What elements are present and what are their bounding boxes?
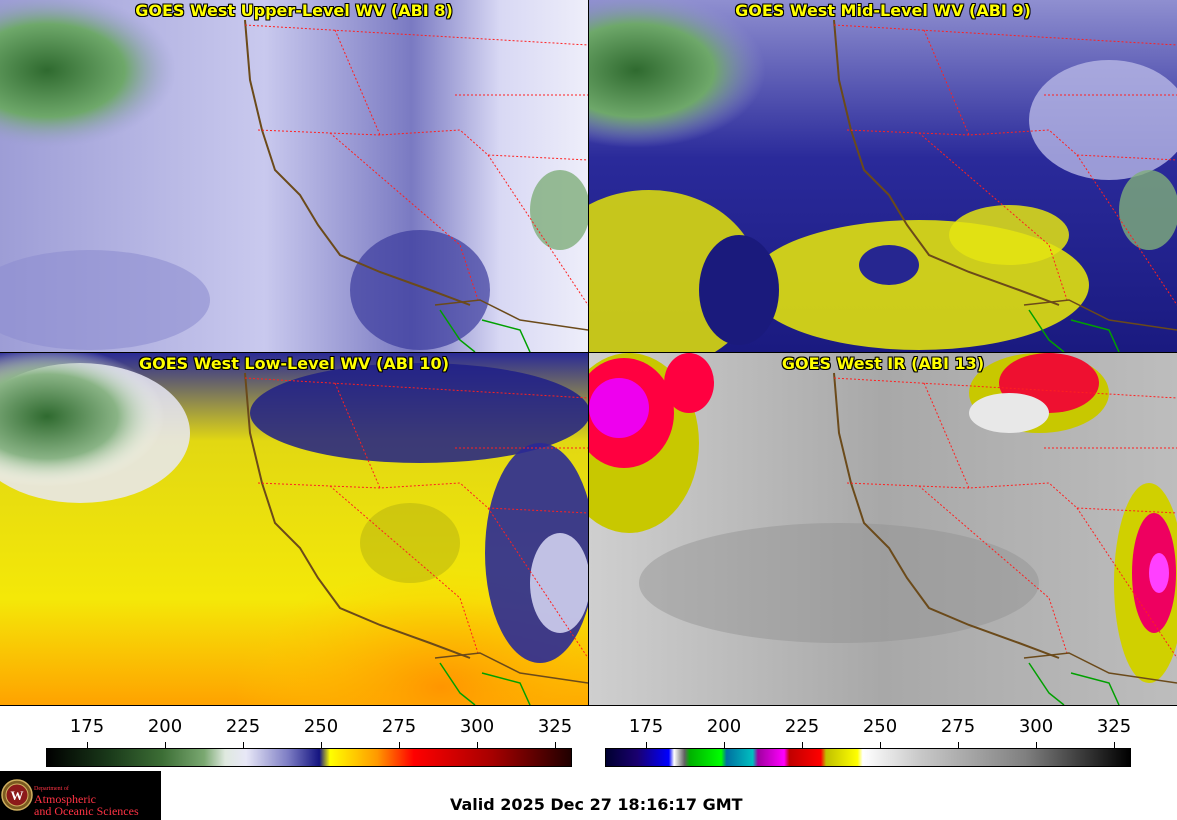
panel-upper-level-wv: GOES West Upper-Level WV (ABI 8): [0, 0, 588, 352]
mid-level-wv-image: [589, 0, 1177, 352]
valid-timestamp: Valid 2025 Dec 27 18:16:17 GMT: [450, 795, 743, 814]
tick-mark: [1114, 742, 1115, 749]
wv-colorbar: [46, 748, 572, 767]
tick-mark: [165, 742, 166, 749]
tick-mark: [87, 742, 88, 749]
panel-title: GOES West IR (ABI 13): [781, 354, 985, 373]
panel-title: GOES West Mid-Level WV (ABI 9): [735, 1, 1031, 20]
tick-label: 275: [381, 716, 417, 737]
tick-mark: [555, 742, 556, 749]
panel-title: GOES West Low-Level WV (ABI 10): [138, 354, 449, 373]
panel-low-level-wv: GOES West Low-Level WV (ABI 10): [0, 353, 588, 705]
tick-mark: [321, 742, 322, 749]
panel-infrared: GOES West IR (ABI 13): [589, 353, 1177, 705]
logo-department-label: Department of: [34, 786, 69, 792]
tick-label: 300: [1018, 716, 1054, 737]
logo-oceanic-label: and Oceanic Sciences: [34, 804, 139, 818]
tick-label: 175: [628, 716, 664, 737]
upper-level-wv-image: [0, 0, 588, 352]
panel-divider-horizontal: [0, 352, 1177, 353]
tick-mark: [802, 742, 803, 749]
tick-label: 325: [537, 716, 573, 737]
tick-label: 175: [69, 716, 105, 737]
tick-label: 200: [147, 716, 183, 737]
panel-bottom-border: [0, 705, 1177, 706]
ir-colorbar: [605, 748, 1131, 767]
low-level-wv-image: [0, 353, 588, 705]
tick-label: 300: [459, 716, 495, 737]
tick-label: 275: [940, 716, 976, 737]
panel-title: GOES West Upper-Level WV (ABI 8): [135, 1, 453, 20]
tick-label: 225: [784, 716, 820, 737]
logo-atmospheric-label: Atmospheric: [34, 792, 96, 806]
tick-mark: [243, 742, 244, 749]
tick-label: 200: [706, 716, 742, 737]
tick-mark: [958, 742, 959, 749]
tick-mark: [477, 742, 478, 749]
tick-label: 250: [862, 716, 898, 737]
uw-aos-logo[interactable]: W Department of Atmospheric and Oceanic …: [0, 771, 161, 820]
tick-mark: [724, 742, 725, 749]
tick-mark: [399, 742, 400, 749]
tick-mark: [646, 742, 647, 749]
tick-mark: [880, 742, 881, 749]
tick-mark: [1036, 742, 1037, 749]
tick-label: 325: [1096, 716, 1132, 737]
tick-label: 225: [225, 716, 261, 737]
tick-label: 250: [303, 716, 339, 737]
infrared-image: [589, 353, 1177, 705]
panel-divider-vertical: [588, 0, 589, 706]
university-seal-icon: W: [1, 779, 33, 811]
svg-text:W: W: [11, 788, 24, 803]
panel-mid-level-wv: GOES West Mid-Level WV (ABI 9): [589, 0, 1177, 352]
